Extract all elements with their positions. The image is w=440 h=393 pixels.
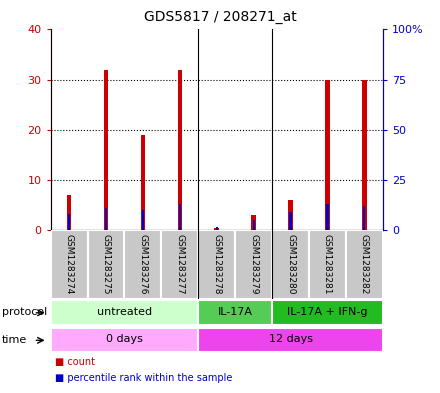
Bar: [363, 206, 366, 230]
Text: GSM1283274: GSM1283274: [65, 234, 73, 294]
Text: IL-17A + IFN-g: IL-17A + IFN-g: [287, 307, 368, 317]
Text: 12 days: 12 days: [268, 334, 312, 344]
Bar: [104, 70, 108, 230]
Text: time: time: [2, 335, 27, 345]
Text: IL-17A: IL-17A: [218, 307, 253, 317]
Bar: [290, 212, 292, 230]
Bar: [198, 300, 272, 325]
Text: GSM1283282: GSM1283282: [360, 234, 369, 294]
Bar: [251, 215, 256, 230]
Bar: [346, 230, 383, 299]
Bar: [161, 230, 198, 299]
Bar: [326, 204, 329, 230]
Bar: [67, 195, 71, 230]
Text: ■ percentile rank within the sample: ■ percentile rank within the sample: [55, 373, 232, 383]
Bar: [105, 208, 107, 230]
Bar: [272, 230, 309, 299]
Text: untreated: untreated: [97, 307, 152, 317]
Bar: [125, 230, 161, 299]
Bar: [141, 135, 145, 230]
Bar: [253, 220, 255, 230]
Bar: [51, 300, 198, 325]
Text: GSM1283275: GSM1283275: [102, 234, 110, 294]
Bar: [178, 70, 182, 230]
Text: GSM1283277: GSM1283277: [175, 234, 184, 294]
Bar: [198, 328, 383, 352]
Bar: [51, 230, 88, 299]
Bar: [142, 210, 144, 230]
Bar: [51, 328, 198, 352]
Bar: [325, 79, 330, 230]
Text: GSM1283281: GSM1283281: [323, 234, 332, 294]
Bar: [309, 230, 346, 299]
Text: GSM1283279: GSM1283279: [249, 234, 258, 294]
Text: GDS5817 / 208271_at: GDS5817 / 208271_at: [143, 10, 297, 24]
Text: GSM1283280: GSM1283280: [286, 234, 295, 294]
Text: GSM1283278: GSM1283278: [212, 234, 221, 294]
Text: protocol: protocol: [2, 307, 48, 318]
Bar: [362, 79, 367, 230]
Bar: [88, 230, 125, 299]
Bar: [68, 214, 70, 230]
Bar: [198, 230, 235, 299]
Bar: [288, 200, 293, 230]
Bar: [272, 300, 383, 325]
Bar: [179, 204, 181, 230]
Text: GSM1283276: GSM1283276: [138, 234, 147, 294]
Text: 0 days: 0 days: [106, 334, 143, 344]
Text: ■ count: ■ count: [55, 358, 95, 367]
Bar: [216, 227, 218, 230]
Bar: [214, 228, 219, 230]
Bar: [235, 230, 272, 299]
